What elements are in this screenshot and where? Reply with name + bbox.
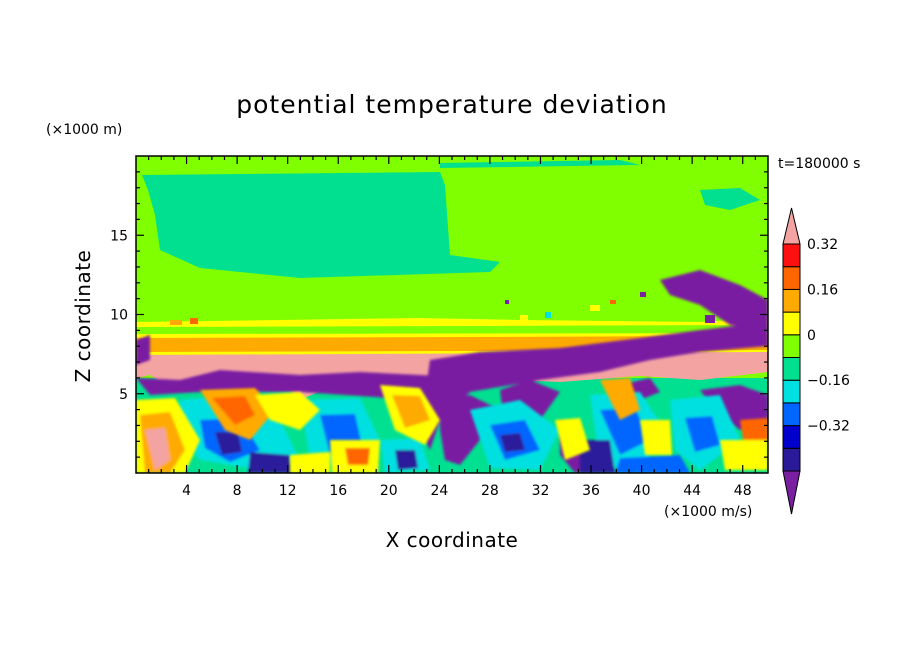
colorbar-label: −0.16 <box>807 373 850 389</box>
x-tick-label: 28 <box>481 483 499 499</box>
x-unit-label: (×1000 m/s) <box>664 504 752 520</box>
colorbar-segment <box>782 334 801 358</box>
x-tick-label: 48 <box>734 483 752 499</box>
x-tick-label: 24 <box>430 483 448 499</box>
colorbar-high-arrow <box>782 207 801 245</box>
x-axis-label: X coordinate <box>386 528 519 552</box>
y-tick-label: 10 <box>110 308 128 324</box>
green-band-mid <box>136 325 768 334</box>
x-axis: 4 8 12 16 20 24 28 32 36 40 44 48 <box>148 156 756 499</box>
colorbar-segment <box>782 425 801 449</box>
upper-cool-region <box>142 172 500 278</box>
warm-plumes <box>136 378 768 473</box>
colorbar-segment <box>782 379 801 404</box>
y-tick-label: 5 <box>119 387 128 403</box>
y-axis-label: Z coordinate <box>71 250 95 383</box>
colorbar-segment <box>782 311 801 336</box>
time-label: t=180000 s <box>778 156 860 172</box>
colorbar-segment <box>782 402 801 427</box>
colorbar-label: 0.16 <box>807 282 838 298</box>
colorbar-segment <box>782 447 801 472</box>
x-tick-label: 12 <box>279 483 297 499</box>
x-tick-label: 44 <box>683 483 701 499</box>
x-tick-label: 4 <box>182 483 191 499</box>
colorbar-segment <box>782 266 801 290</box>
colorbar-segment <box>782 288 801 313</box>
x-tick-label: 8 <box>233 483 242 499</box>
scattered-features <box>170 292 715 325</box>
chart-title: potential temperature deviation <box>236 90 667 119</box>
x-tick-label: 40 <box>633 483 651 499</box>
colorbar-label: −0.32 <box>807 419 850 435</box>
colorbar-low-arrow <box>782 470 801 515</box>
colorbar-segment <box>782 243 801 268</box>
x-tick-label: 32 <box>532 483 550 499</box>
upper-right-cool <box>700 188 760 210</box>
colorbar-label: 0.32 <box>807 237 838 253</box>
colorbar-label: 0 <box>807 328 816 344</box>
x-tick-label: 20 <box>380 483 398 499</box>
plot-area <box>136 156 768 473</box>
colorbar-segment <box>782 357 801 381</box>
y-tick-label: 15 <box>110 228 128 244</box>
x-tick-label: 16 <box>329 483 347 499</box>
y-axis: 5 10 15 <box>110 171 768 458</box>
x-tick-label: 36 <box>582 483 600 499</box>
y-unit-label: (×1000 m) <box>46 122 122 138</box>
colorbar: 0.32 0.16 0 −0.16 −0.32 <box>782 207 850 515</box>
